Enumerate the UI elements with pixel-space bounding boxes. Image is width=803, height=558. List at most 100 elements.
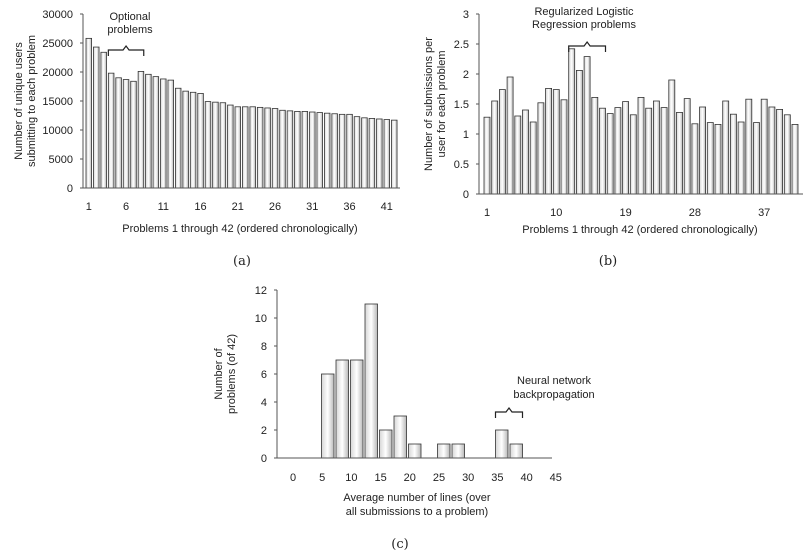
panel-b-bar <box>783 114 791 195</box>
panel-b-bar <box>498 89 506 195</box>
panel-b-bar <box>691 123 699 195</box>
panel-b-bar <box>529 121 537 195</box>
panel-b-y-tick-label: 1.5 <box>454 99 469 111</box>
panel-c-y-tick-label: 0 <box>261 453 267 465</box>
panel-c-x-tick-label: 45 <box>550 472 562 484</box>
panel-a-bar <box>391 119 398 189</box>
panel-b-x-tick-label: 1 <box>484 207 490 219</box>
panel-a-bar <box>338 113 346 189</box>
panel-a-bar <box>242 106 249 189</box>
panel-c-x-tick-label: 15 <box>374 472 386 484</box>
panel-a-annotation-text: Optional <box>110 11 151 23</box>
panel-a-x-tick-label: 36 <box>343 201 355 213</box>
panel-b-bar <box>606 113 614 195</box>
panel-a-ylabel-line1: Number of unique users <box>13 42 25 160</box>
panel-a-x-tick-label: 16 <box>194 201 206 213</box>
panel-c: 0 2 4 6 8 10 12 0 5 10 15 20 25 30 35 40 45 Neural netw… <box>213 285 595 552</box>
panel-c-x-tick-label: 5 <box>319 472 325 484</box>
panel-a-y-tick-label: 0 <box>67 183 73 195</box>
panel-a-bar <box>361 117 368 189</box>
panel-c-bar <box>335 359 349 459</box>
panel-a-bar <box>286 110 294 189</box>
panel-a-y-ticks: 0 5000 10000 15000 20000 25000 30000 <box>42 9 83 195</box>
panel-a-bar <box>323 112 331 189</box>
panel-c-annotation: Neural network backpropagation <box>494 375 595 418</box>
panel-b-bar <box>599 107 606 195</box>
panel-a-bar <box>279 109 286 189</box>
panel-c-ylabel-line: problems (of 42) <box>226 334 238 414</box>
panel-a-bar <box>167 79 174 189</box>
panel-b-annotation-text: Regression problems <box>532 19 636 31</box>
panel-c-annotation-brace <box>494 407 524 418</box>
panel-a-bar <box>137 71 145 189</box>
panel-a-bar <box>316 112 323 189</box>
panel-a-annotation-brace <box>107 45 145 56</box>
panel-c-x-tick-label: 10 <box>345 472 357 484</box>
panel-b-bar <box>576 70 583 195</box>
panel-b-bar <box>714 124 722 195</box>
panel-b-bar <box>730 113 737 195</box>
panel-a-bar <box>301 111 309 189</box>
panel-b-bar <box>506 76 514 195</box>
panel-b-y-tick-label: 0 <box>463 189 469 201</box>
panel-a-bar <box>93 46 100 189</box>
panel-b-bars <box>483 48 799 195</box>
panel-b-caption: (b) <box>599 254 617 269</box>
panel-b-ylabel-line: user for each problem <box>436 51 448 158</box>
panel-c-xlabel-line: Average number of lines (over <box>343 492 490 504</box>
panel-c-bar <box>379 429 393 459</box>
panel-a-bar <box>256 106 264 189</box>
panel-b-bar <box>768 106 776 195</box>
panel-a-annotation-text: problems <box>107 24 153 36</box>
panel-b-bar <box>583 56 591 195</box>
panel-a-x-tick-label: 11 <box>158 201 169 213</box>
panel-c-bar <box>393 415 407 459</box>
panel-c-bar <box>350 359 364 459</box>
panel-b-annotation-text: Regularized Logistic <box>534 6 634 18</box>
panel-a-x-tick-label: 21 <box>232 201 244 213</box>
panel-c-xlabel-line: all submissions to a problem) <box>346 506 488 518</box>
panel-c-y-tick-label: 10 <box>255 313 267 325</box>
panel-b-bar <box>637 97 645 195</box>
panel-a-bar <box>353 116 361 189</box>
panel-a-x-ticks: 1 6 11 16 21 26 31 36 41 <box>86 201 393 213</box>
panel-a-bar <box>174 87 182 189</box>
panel-c-bar <box>451 443 465 459</box>
panel-c-bar <box>437 443 451 459</box>
panel-a-bar <box>331 113 338 189</box>
panel-b-bar <box>514 115 522 195</box>
panel-b-bar <box>791 124 799 195</box>
panel-a-bar <box>130 80 137 189</box>
panel-c-x-tick-label: 40 <box>520 472 532 484</box>
panel-b-bar <box>622 101 629 195</box>
panel-b-bar <box>545 88 552 195</box>
panel-a-bar <box>189 91 197 189</box>
panel-b-bar <box>706 122 714 195</box>
panel-a-bar <box>182 90 189 189</box>
panel-a-bars <box>85 37 398 189</box>
panel-c-x-tick-label: 25 <box>433 472 445 484</box>
panel-b-y-ticks: 0 0.5 1 1.5 2 2.5 3 <box>454 9 479 201</box>
panel-a-bar <box>346 113 353 189</box>
panel-c-bar <box>321 373 335 459</box>
panel-b-bar <box>645 107 653 195</box>
panel-a-bar <box>219 102 227 189</box>
panel-a-bar <box>85 37 92 189</box>
panel-a-x-tick-label: 41 <box>381 201 393 213</box>
panel-a-x-tick-label: 26 <box>269 201 281 213</box>
panel-b-bar <box>722 100 730 195</box>
panel-a-bar <box>115 77 122 189</box>
panel-b-bar <box>560 99 568 195</box>
panel-a-caption: (a) <box>233 254 251 269</box>
panel-c-bar <box>509 443 523 459</box>
panel-a-bar <box>249 106 256 189</box>
panel-b-bar <box>676 112 683 195</box>
panel-b-y-tick-label: 3 <box>463 9 469 21</box>
panel-a-ylabel-line2: submitting to each problem <box>26 35 38 167</box>
panel-b-bar <box>552 89 560 195</box>
panel-c-x-tick-label: 20 <box>404 472 416 484</box>
panel-a-bar <box>212 101 219 189</box>
panel-b-x-tick-label: 37 <box>758 207 770 219</box>
